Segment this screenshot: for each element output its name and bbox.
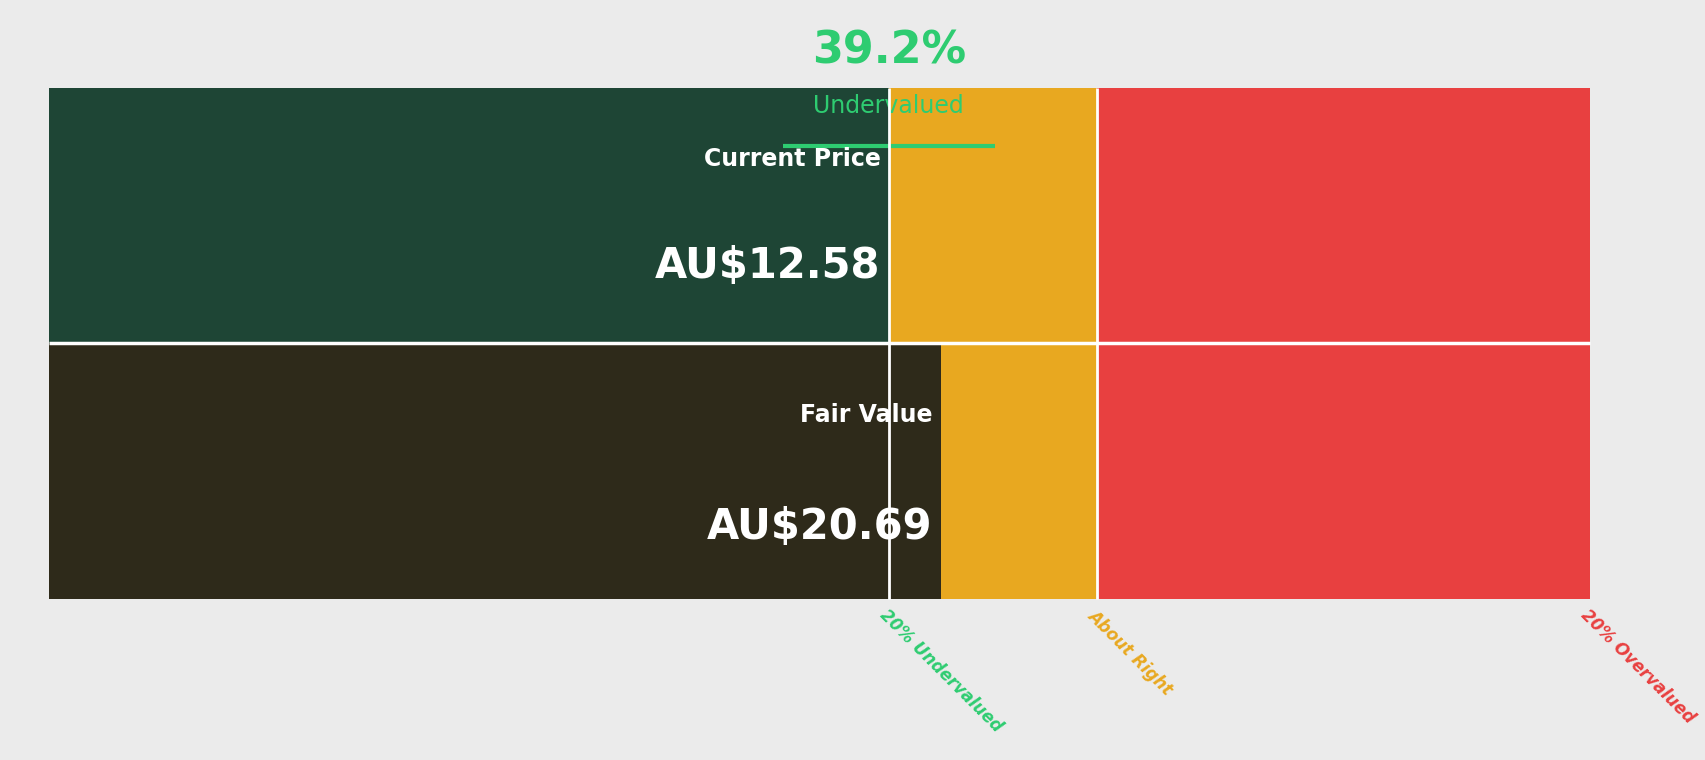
Bar [49, 343, 941, 599]
Text: Current Price: Current Price [704, 147, 880, 171]
Text: 20% Undervalued: 20% Undervalued [876, 606, 1006, 736]
Text: About Right: About Right [1084, 606, 1175, 698]
Text: AU$20.69: AU$20.69 [708, 506, 933, 548]
Text: Undervalued: Undervalued [813, 93, 963, 118]
Bar [888, 87, 1096, 599]
Text: 39.2%: 39.2% [812, 30, 965, 73]
Text: 20% Overvalued: 20% Overvalued [1577, 606, 1696, 727]
Bar [1096, 87, 1589, 599]
Text: Fair Value: Fair Value [800, 403, 933, 426]
Bar [49, 87, 888, 343]
Text: AU$12.58: AU$12.58 [655, 245, 880, 287]
Bar [49, 87, 888, 599]
